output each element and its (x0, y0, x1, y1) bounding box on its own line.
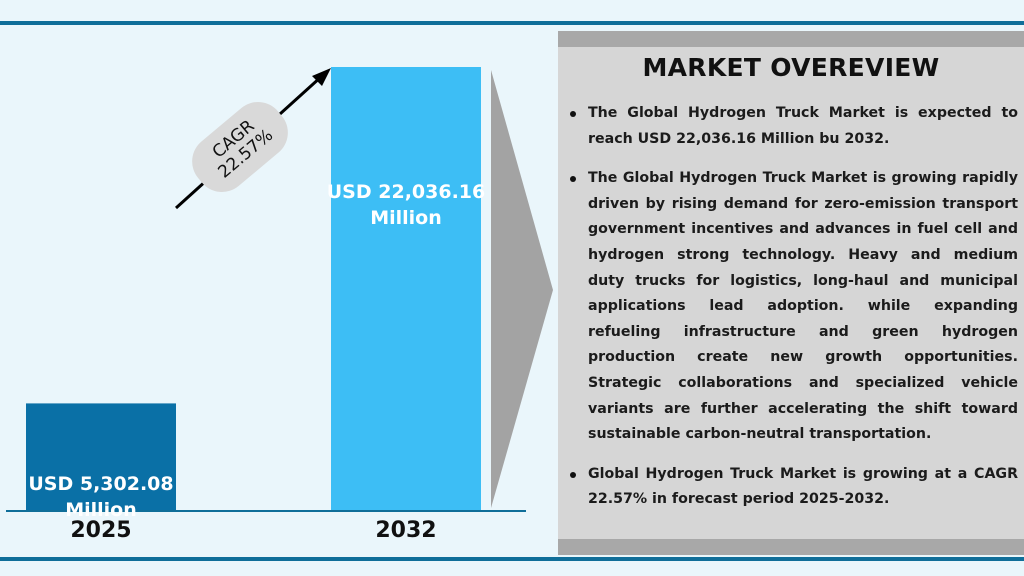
bar-value-label-2025: USD 5,302.08 Million (28, 473, 174, 522)
overview-bullet: Global Hydrogen Truck Market is growing … (568, 462, 1018, 513)
overview-bullet-list: The Global Hydrogen Truck Market is expe… (568, 101, 1018, 527)
bottom-frame-line (0, 557, 1024, 561)
panel-top-band (558, 31, 1024, 47)
panel-title: MARKET OVEREVIEW (642, 53, 940, 82)
market-overview-panel: MARKET OVEREVIEW The Global Hydrogen Tru… (558, 31, 1024, 555)
overview-bullet: The Global Hydrogen Truck Market is grow… (568, 166, 1018, 448)
top-frame-line (0, 21, 1024, 25)
bar-value-label-2032: USD 22,036.16 Million (326, 181, 486, 229)
growth-arrow-head (312, 68, 331, 86)
bar-2032 (331, 67, 481, 510)
chevron-arrow-shape (491, 70, 553, 508)
panel-bottom-band (558, 539, 1024, 555)
bar-chart (6, 67, 553, 512)
x-tick-label-2025: 2025 (70, 518, 132, 543)
bar-2025 (26, 403, 176, 510)
x-tick-label-2032: 2032 (375, 518, 437, 543)
overview-bullet: The Global Hydrogen Truck Market is expe… (568, 101, 1018, 152)
